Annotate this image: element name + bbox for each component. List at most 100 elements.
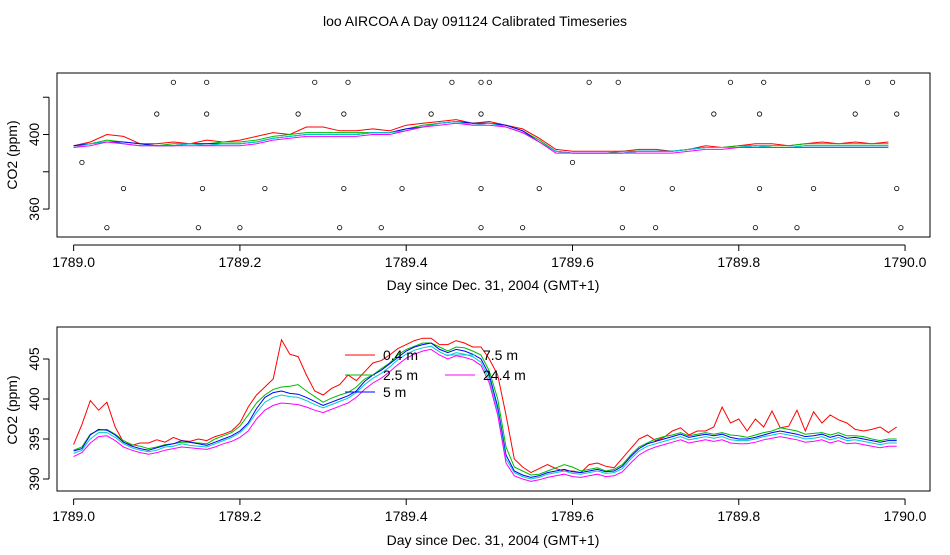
top-y-axis-label: CO2 (ppm) [4,120,20,189]
bottom-x-tick-label: 1789.6 [551,508,594,524]
scatter-point [653,225,659,231]
scatter-point [478,225,484,231]
scatter-point [536,185,542,192]
top-x-tick-label: 1789.6 [551,254,594,270]
legend-label: 24.4 m [483,367,526,383]
bottom-x-tick-label: 1789.8 [717,508,760,524]
scatter-point [204,79,210,85]
top-y-ticks: 360 400 [26,96,50,221]
top-x-tick-label: 1789.0 [52,254,95,270]
bottom-panel: 1789.0 1789.2 1789.4 1789.6 1789.8 1790.0 390… [4,326,931,548]
bottom-x-tick-label: 1789.0 [52,508,95,524]
bottom-x-tick-label: 1790.0 [884,508,927,524]
scatter-point [711,111,717,117]
top-series-line-7-5-m [73,120,889,154]
top-x-ticks: 1789.0 1789.2 1789.4 1789.6 1789.8 1790.0 [52,244,927,270]
scatter-point [199,185,206,192]
bottom-x-ticks: 1789.0 1789.2 1789.4 1789.6 1789.8 1790.0 [52,498,927,524]
bottom-y-tick-label: 395 [26,427,42,451]
legend-label: 7.5 m [483,347,518,363]
scatter-point [615,79,621,85]
legend: 0.4 m 2.5 m5 m 7.5 m 24.4 m [345,347,526,400]
top-x-tick-label: 1790.0 [884,254,927,270]
top-series-lines [73,119,889,154]
legend-label: 2.5 m [383,367,418,383]
scatter-point [312,79,318,85]
scatter-point [341,185,347,192]
scatter-point [262,185,268,192]
top-scatter-points [79,79,904,231]
top-series-line-24-4-m [73,122,889,154]
scatter-point [295,111,301,117]
scatter-point [894,185,900,192]
scatter-point [120,185,127,192]
scatter-point [727,79,734,85]
scatter-point [104,225,110,231]
scatter-point [204,111,210,117]
scatter-point [756,185,763,192]
bottom-y-ticks: 390 395 400 405 [26,347,50,491]
scatter-point [519,225,526,231]
scatter-point [810,185,817,192]
bottom-y-axis-label: CO2 (ppm) [4,375,20,444]
scatter-point [399,185,405,192]
bottom-x-tick-label: 1789.4 [385,508,428,524]
bottom-y-tick-label: 400 [26,387,42,411]
scatter-point [428,111,434,117]
scatter-point [898,225,904,231]
top-y-tick-label: 360 [26,197,42,221]
top-series-line-0-4-m [73,119,889,152]
bottom-x-axis-label: Day since Dec. 31, 2004 (GMT+1) [387,532,600,548]
scatter-point [79,159,85,166]
bottom-plot-frame [56,326,931,492]
bottom-y-tick-label: 390 [26,467,42,491]
legend-label: 5 m [383,384,406,400]
scatter-point [619,225,625,231]
scatter-point [337,225,343,231]
top-series-line-5-m [73,120,889,154]
scatter-point [756,111,763,117]
bottom-series-line-5-m [73,342,897,478]
scatter-point [345,79,351,85]
bottom-y-tick-label: 405 [26,347,42,371]
bottom-series-line-24-4-m [73,348,897,482]
scatter-point [619,185,625,192]
scatter-point [761,79,767,85]
scatter-point [889,79,896,85]
scatter-point [195,225,201,231]
top-x-axis-label: Day since Dec. 31, 2004 (GMT+1) [387,277,600,293]
scatter-point [478,185,484,192]
top-x-tick-label: 1789.8 [717,254,760,270]
top-plot-frame [56,72,931,238]
scatter-point [478,79,484,85]
top-y-tick-label: 400 [26,123,42,147]
chart-title: loo AIRCOA A Day 091124 Calibrated Times… [323,13,627,29]
scatter-point [341,111,347,117]
scatter-point [170,79,176,85]
top-panel: 1789.0 1789.2 1789.4 1789.6 1789.8 1790.0 360… [4,72,931,293]
scatter-point [237,225,243,231]
scatter-point [154,111,160,117]
scatter-point [852,111,858,117]
bottom-x-tick-label: 1789.2 [219,508,262,524]
top-x-tick-label: 1789.2 [219,254,262,270]
scatter-point [586,79,592,85]
scatter-point [794,225,800,231]
top-series-line-2-5-m [73,120,889,154]
top-x-tick-label: 1789.4 [385,254,428,270]
scatter-point [449,79,455,85]
scatter-point [378,225,384,231]
scatter-point [865,79,871,85]
bottom-series-lines [73,337,897,482]
scatter-point [569,159,576,166]
scatter-point [894,111,900,117]
scatter-point [486,79,492,85]
scatter-point [478,111,484,117]
scatter-point [669,185,675,192]
legend-label: 0.4 m [383,347,418,363]
scatter-point [752,225,759,231]
bottom-series-line-7-5-m [73,345,897,480]
bottom-series-line-0-4-m [73,337,897,474]
bottom-series-line-2-5-m [73,342,897,476]
